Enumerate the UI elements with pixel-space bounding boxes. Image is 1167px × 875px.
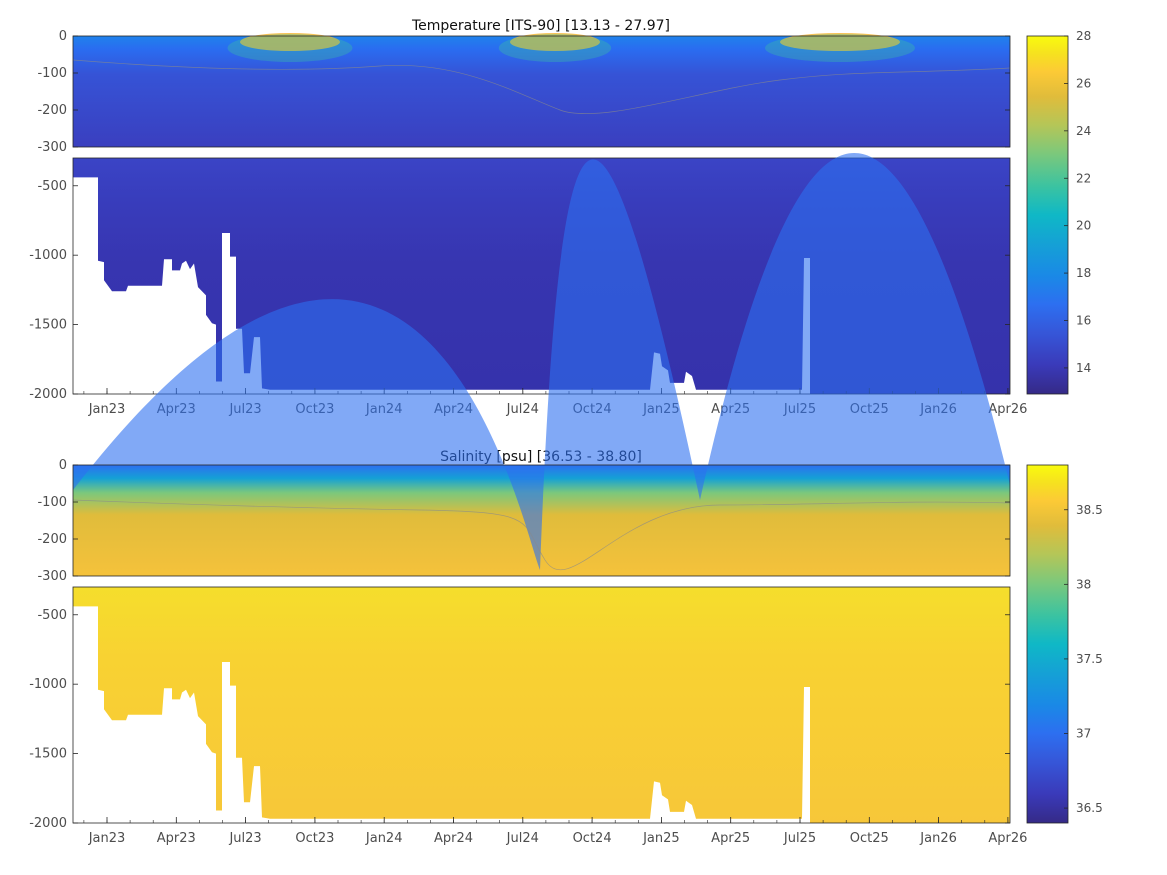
salinity-colorbar-tick-label: 38.5 [1076,503,1103,517]
temperature-mixed-layer [765,34,915,62]
temperature-warm-band [240,33,340,51]
temperature-colorbar-tick-label: 16 [1076,314,1091,328]
temperature-upper-field [73,36,1010,147]
temperature-x-tick-label: Apr26 [988,402,1027,417]
salinity-lower-axes [72,586,1011,824]
temperature-upper-y-tick-label: 0 [59,29,67,44]
temperature-upper-axes [72,35,1011,148]
temperature-mixed-layer [227,34,353,62]
salinity-upper-y-tick-label: -100 [37,495,67,510]
salinity-x-tick-label: Apr23 [157,831,196,846]
salinity-lower-y-tick-label: -500 [37,608,67,623]
temperature-colorbar-scale [1026,35,1069,395]
salinity-fresh-layer [73,152,1010,570]
temperature-warm-band [510,33,600,51]
salinity-colorbar-tick-label: 37.5 [1076,652,1103,666]
temperature-x-tick-label: Jul24 [506,402,539,417]
temperature-contour [72,59,1011,115]
temperature-lower-y-tick-label: -2000 [29,387,67,402]
temperature-mixed-layer [498,34,612,62]
temperature-lower-y-tick-label: -1000 [29,248,67,263]
salinity-lower-y-tick-label: -1000 [29,677,67,692]
temperature-colorbar: 14 16 18 20 22 24 26 28 [1026,29,1091,395]
temperature-upper-y-tick-label: -100 [37,66,67,81]
temperature-upper-panel: 0 -100 -200 -300 [37,29,1011,155]
salinity-upper-y-tick-label: -300 [37,569,67,584]
temperature-colorbar-tick-label: 22 [1076,171,1091,185]
temperature-lower-y-tick-label: -1500 [29,318,67,333]
temperature-colorbar-tick-label: 20 [1076,219,1091,233]
salinity-data-gap [73,606,810,823]
salinity-x-tick-label: Jul25 [783,831,816,846]
salinity-lower-panel: -500 -1000 -1500 -2000 Jan23 Apr23 Jul23 Oct23… [29,586,1027,846]
temperature-x-tick-label: Jan23 [88,402,126,417]
salinity-x-tick-label: Jan26 [919,831,957,846]
temperature-colorbar-tick-label: 14 [1076,361,1091,375]
salinity-x-tick-label: Jan24 [365,831,403,846]
temperature-lower-y-tick-label: -500 [37,179,67,194]
salinity-x-tick-label: Oct25 [850,831,889,846]
salinity-lower-y-tick-label: -2000 [29,816,67,831]
salinity-x-tick-label: Apr26 [988,831,1027,846]
salinity-upper-y-tick-label: -200 [37,532,67,547]
temperature-upper-y-tick-label: -300 [37,140,67,155]
temperature-title: Temperature [ITS-90] [13.13 - 27.97] [411,18,670,34]
salinity-colorbar-tick-label: 37 [1076,727,1091,741]
salinity-x-tick-label: Jan25 [642,831,680,846]
salinity-upper-axes [72,464,1011,577]
temperature-colorbar-tick-label: 24 [1076,124,1091,138]
salinity-x-tick-label: Oct23 [295,831,334,846]
salinity-x-tick-label: Jan23 [88,831,126,846]
salinity-upper-y-tick-label: 0 [59,458,67,473]
temperature-colorbar-tick-label: 26 [1076,76,1091,90]
temperature-colorbar-tick-label: 18 [1076,266,1091,280]
temperature-colorbar-tick-label: 28 [1076,29,1091,43]
salinity-contour [72,499,1011,571]
salinity-colorbar: 36.5 37 37.5 38 38.5 [1026,464,1103,824]
salinity-x-tick-label: Apr24 [434,831,473,846]
salinity-colorbar-tick-label: 36.5 [1076,801,1103,815]
temperature-lower-axes [72,157,1011,395]
salinity-x-tick-label: Jul24 [506,831,539,846]
temperature-warm-band [780,33,900,51]
salinity-x-tick-label: Oct24 [573,831,612,846]
salinity-x-tick-label: Apr25 [711,831,750,846]
salinity-upper-panel: 0 -100 -200 -300 [37,152,1011,584]
temperature-upper-y-tick-label: -200 [37,103,67,118]
salinity-lower-y-tick-label: -1500 [29,747,67,762]
salinity-x-tick-label: Jul23 [228,831,261,846]
salinity-colorbar-tick-label: 38 [1076,577,1091,591]
salinity-colorbar-scale [1026,464,1069,824]
